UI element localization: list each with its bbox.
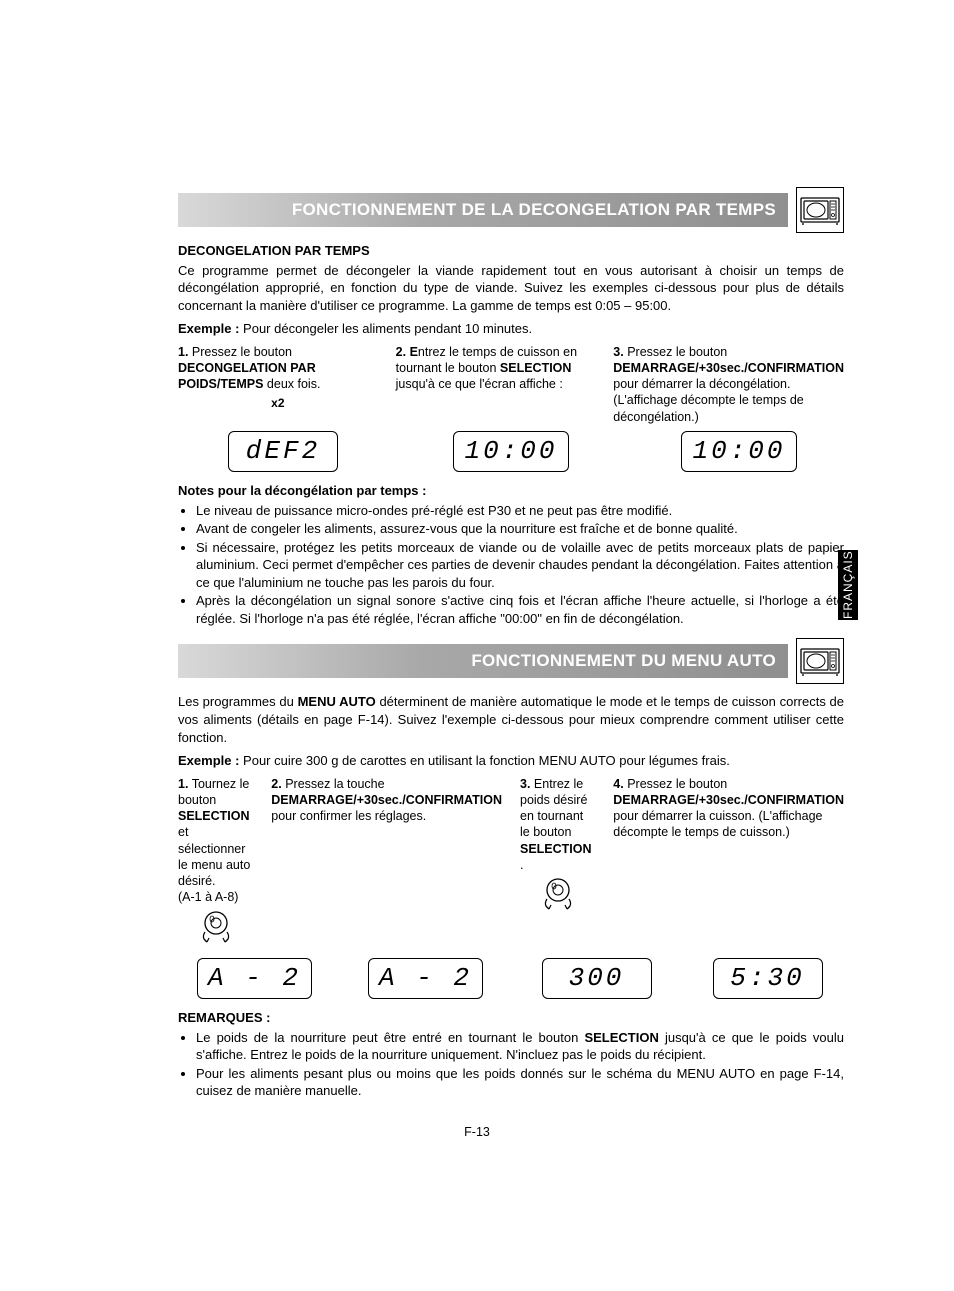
section1-step-1: 1. Pressez le bouton DECONGELATION PAR P… (178, 344, 378, 425)
intro-bold: MENU AUTO (298, 694, 376, 709)
step-bold: DEMARRAGE/+30sec./CONFIRMATION (613, 361, 844, 375)
section1-notes: Le niveau de puissance micro-ondes pré-r… (178, 502, 844, 628)
remark-pre: Pour les aliments pesant plus ou moins q… (196, 1066, 844, 1099)
step-bold: DEMARRAGE/+30sec./CONFIRMATION (271, 793, 502, 807)
remark-item: Le poids de la nourriture peut être entr… (196, 1029, 844, 1064)
step-post: et sélectionner le menu auto désiré. (178, 825, 250, 888)
section1-subhead: DECONGELATION PAR TEMPS (178, 242, 844, 260)
section1-steps: 1. Pressez le bouton DECONGELATION PAR P… (178, 344, 844, 425)
section2-title: FONCTIONNEMENT DU MENU AUTO (471, 650, 776, 673)
display-cell: A - 2 (349, 958, 502, 999)
section1-step-2: 2. Entrez le temps de cuisson en tournan… (396, 344, 596, 425)
section1-header: FONCTIONNEMENT DE LA DECONGELATION PAR T… (178, 190, 844, 230)
step-bold: SELECTION (520, 842, 592, 856)
step-post: . (520, 858, 523, 872)
lcd-display: 5:30 (713, 958, 823, 999)
lcd-display: 10:00 (681, 431, 796, 472)
display-cell: A - 2 (178, 958, 331, 999)
step-pre: Pressez le bouton (627, 777, 727, 791)
page-number: F-13 (0, 1124, 954, 1141)
step-pre: Pressez le bouton (627, 345, 727, 359)
display-cell: 10:00 (406, 431, 616, 472)
remark-bold: SELECTION (584, 1030, 658, 1045)
lcd-display: dEF2 (228, 431, 338, 472)
x2-label: x2 (178, 396, 378, 412)
step-pre: Tournez le bouton (178, 777, 249, 807)
section2-remarks: Le poids de la nourriture peut être entr… (178, 1029, 844, 1100)
example-text: Pour décongeler les aliments pendant 10 … (243, 321, 532, 336)
section2-remarks-head: REMARQUES : (178, 1009, 844, 1027)
step-post: pour démarrer la cuisson. (L'affichage d… (613, 809, 822, 839)
step-bold: SELECTION (178, 809, 250, 823)
step-num: 1. (178, 777, 188, 791)
example-lead: Exemple : (178, 753, 239, 768)
section2-step-4: 4. Pressez le bouton DEMARRAGE/+30sec./C… (613, 776, 844, 952)
step-post: pour confirmer les réglages. (271, 809, 426, 823)
display-cell: dEF2 (178, 431, 388, 472)
lcd-display: A - 2 (368, 958, 483, 999)
section1-title: FONCTIONNEMENT DE LA DECONGELATION PAR T… (292, 199, 776, 222)
step-num: 4. (613, 777, 623, 791)
section2-example: Exemple : Pour cuire 300 g de carottes e… (178, 752, 844, 770)
section2-step-2: 2. Pressez la touche DEMARRAGE/+30sec./C… (271, 776, 502, 952)
step-tail: (A-1 à A-8) (178, 890, 238, 904)
display-cell: 10:00 (634, 431, 844, 472)
step-bold: DEMARRAGE/+30sec./CONFIRMATION (613, 793, 844, 807)
section1-step-3: 3. Pressez le bouton DEMARRAGE/+30sec./C… (613, 344, 844, 425)
step-post: deux fois. (267, 377, 321, 391)
note-item: Si nécessaire, protégez les petits morce… (196, 539, 844, 592)
display-cell: 300 (520, 958, 673, 999)
lcd-display: A - 2 (197, 958, 312, 999)
microwave-icon (796, 187, 844, 233)
note-item: Avant de congeler les aliments, assurez-… (196, 520, 844, 538)
note-item: Après la décongélation un signal sonore … (196, 592, 844, 627)
language-tab: FRANÇAIS (838, 550, 858, 620)
step-pre: Entrez le poids désiré en tournant le bo… (520, 777, 587, 840)
section2-steps: 1. Tournez le bouton SELECTION et sélect… (178, 776, 844, 952)
note-item: Le niveau de puissance micro-ondes pré-r… (196, 502, 844, 520)
example-text: Pour cuire 300 g de carottes en utilisan… (243, 753, 730, 768)
step-bold-letter: E (410, 345, 418, 359)
section2-step-1: 1. Tournez le bouton SELECTION et sélect… (178, 776, 253, 952)
step-post: pour démarrer la décongélation. (L'affic… (613, 377, 803, 424)
section2-step-3: 3. Entrez le poids désiré en tournant le… (520, 776, 595, 952)
section1-notes-head: Notes pour la décongélation par temps : (178, 482, 844, 500)
remark-pre: Le poids de la nourriture peut être entr… (196, 1030, 584, 1045)
lcd-display: 10:00 (453, 431, 568, 472)
remark-item: Pour les aliments pesant plus ou moins q… (196, 1065, 844, 1100)
knob-icon (520, 877, 595, 919)
section2-displays: A - 2 A - 2 300 5:30 (178, 958, 844, 999)
step-num: 1. (178, 345, 188, 359)
section1-example: Exemple : Pour décongeler les aliments p… (178, 320, 844, 338)
section2-header: FONCTIONNEMENT DU MENU AUTO (178, 641, 844, 681)
step-post: jusqu'à ce que l'écran affiche : (396, 377, 563, 391)
section1-displays: dEF2 10:00 10:00 (178, 431, 844, 472)
step-num: 3. (520, 777, 530, 791)
section1-intro: Ce programme permet de décongeler la via… (178, 262, 844, 315)
section2-intro: Les programmes du MENU AUTO déterminent … (178, 693, 844, 746)
step-pre: Pressez la touche (285, 777, 384, 791)
microwave-icon (796, 638, 844, 684)
intro-pre: Les programmes du (178, 694, 298, 709)
step-num: 2. (396, 345, 406, 359)
lcd-display: 300 (542, 958, 652, 999)
section1-header-bar: FONCTIONNEMENT DE LA DECONGELATION PAR T… (178, 193, 788, 227)
section2-header-bar: FONCTIONNEMENT DU MENU AUTO (178, 644, 788, 678)
step-num: 3. (613, 345, 623, 359)
example-lead: Exemple : (178, 321, 239, 336)
knob-icon (178, 910, 253, 952)
step-num: 2. (271, 777, 281, 791)
display-cell: 5:30 (691, 958, 844, 999)
step-pre: Pressez le bouton (192, 345, 292, 359)
step-bold: SELECTION (500, 361, 572, 375)
